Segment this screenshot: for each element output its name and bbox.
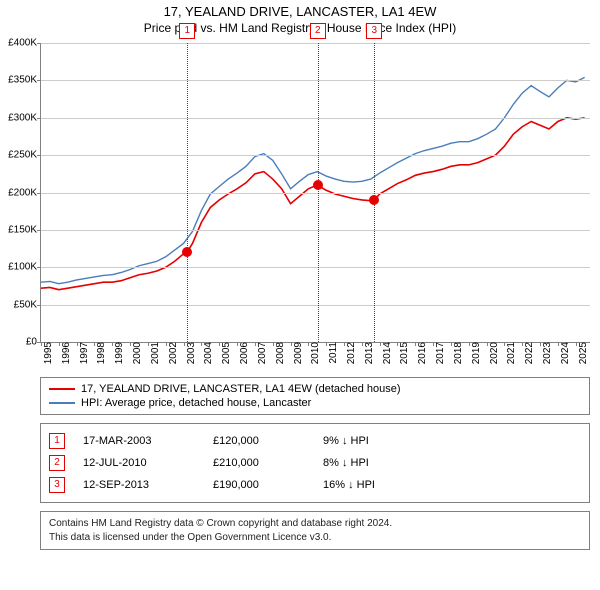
event-dot [182, 247, 192, 257]
gridline [41, 80, 590, 81]
x-axis-label: 2021 [504, 342, 517, 364]
legend-swatch [49, 402, 75, 404]
x-axis-label: 2020 [487, 342, 500, 364]
x-axis-label: 2024 [558, 342, 571, 364]
x-axis-label: 2023 [540, 342, 553, 364]
legend-item: HPI: Average price, detached house, Lanc… [49, 396, 581, 410]
x-axis-label: 2003 [184, 342, 197, 364]
x-axis-label: 2017 [433, 342, 446, 364]
x-axis-label: 2009 [291, 342, 304, 364]
page-title: 17, YEALAND DRIVE, LANCASTER, LA1 4EW [0, 4, 600, 19]
legend-item: 17, YEALAND DRIVE, LANCASTER, LA1 4EW (d… [49, 382, 581, 396]
event-diff: 9% ↓ HPI [323, 435, 369, 447]
y-axis-label: £50K [14, 299, 41, 310]
legend-swatch [49, 388, 75, 390]
x-axis-label: 2007 [255, 342, 268, 364]
x-axis-label: 2008 [273, 342, 286, 364]
event-price: £120,000 [213, 435, 323, 447]
y-axis-label: £0 [26, 337, 41, 348]
x-axis-label: 2005 [219, 342, 232, 364]
legend-label: 17, YEALAND DRIVE, LANCASTER, LA1 4EW (d… [81, 383, 401, 395]
attribution: Contains HM Land Registry data © Crown c… [40, 511, 590, 550]
event-price: £190,000 [213, 479, 323, 491]
event-row: 2 12-JUL-2010£210,0008% ↓ HPI [49, 452, 581, 474]
gridline [41, 305, 590, 306]
legend-label: HPI: Average price, detached house, Lanc… [81, 397, 311, 409]
x-axis-label: 2019 [469, 342, 482, 364]
series-line [41, 77, 585, 283]
event-badge: 2 [49, 455, 65, 471]
event-date: 17-MAR-2003 [83, 435, 213, 447]
event-diff: 8% ↓ HPI [323, 457, 369, 469]
x-axis-label: 2014 [380, 342, 393, 364]
events-table: 1 17-MAR-2003£120,0009% ↓ HPI 2 12-JUL-2010… [40, 423, 590, 503]
x-axis-label: 2010 [308, 342, 321, 364]
x-axis-label: 2011 [326, 342, 339, 364]
x-axis-label: 1997 [77, 342, 90, 364]
chart: £0£50K£100K£150K£200K£250K£300K£350K£400… [40, 43, 590, 373]
event-marker-badge: 2 [310, 23, 326, 39]
series-line [41, 118, 585, 290]
x-axis-label: 2004 [201, 342, 214, 364]
y-axis-label: £300K [8, 112, 41, 123]
event-line [374, 43, 375, 342]
page-subtitle: Price paid vs. HM Land Registry's House … [0, 21, 600, 35]
event-marker-badge: 1 [179, 23, 195, 39]
x-axis-label: 1995 [41, 342, 54, 364]
event-badge: 3 [49, 477, 65, 493]
x-axis-label: 2001 [148, 342, 161, 364]
x-axis-label: 1996 [59, 342, 72, 364]
gridline [41, 43, 590, 44]
x-axis-label: 2022 [522, 342, 535, 364]
gridline [41, 230, 590, 231]
x-axis-label: 2013 [362, 342, 375, 364]
event-line [318, 43, 319, 342]
y-axis-label: £100K [8, 262, 41, 273]
event-row: 3 12-SEP-2013£190,00016% ↓ HPI [49, 474, 581, 496]
event-diff: 16% ↓ HPI [323, 479, 375, 491]
gridline [41, 267, 590, 268]
gridline [41, 193, 590, 194]
x-axis-label: 2015 [397, 342, 410, 364]
y-axis-label: £400K [8, 38, 41, 49]
event-line [187, 43, 188, 342]
y-axis-label: £350K [8, 75, 41, 86]
x-axis-label: 2012 [344, 342, 357, 364]
x-axis-label: 2018 [451, 342, 464, 364]
y-axis-label: £150K [8, 224, 41, 235]
x-axis-label: 2025 [576, 342, 589, 364]
attribution-line: This data is licensed under the Open Gov… [49, 531, 581, 545]
x-axis-label: 2000 [130, 342, 143, 364]
event-date: 12-JUL-2010 [83, 457, 213, 469]
x-axis-label: 2016 [415, 342, 428, 364]
y-axis-label: £250K [8, 150, 41, 161]
attribution-line: Contains HM Land Registry data © Crown c… [49, 517, 581, 531]
gridline [41, 155, 590, 156]
x-axis-label: 2006 [237, 342, 250, 364]
event-marker-badge: 3 [366, 23, 382, 39]
event-price: £210,000 [213, 457, 323, 469]
y-axis-label: £200K [8, 187, 41, 198]
x-axis-label: 1998 [94, 342, 107, 364]
event-date: 12-SEP-2013 [83, 479, 213, 491]
x-axis-label: 1999 [112, 342, 125, 364]
gridline [41, 118, 590, 119]
event-badge: 1 [49, 433, 65, 449]
event-dot [369, 195, 379, 205]
event-row: 1 17-MAR-2003£120,0009% ↓ HPI [49, 430, 581, 452]
legend: 17, YEALAND DRIVE, LANCASTER, LA1 4EW (d… [40, 377, 590, 415]
event-dot [313, 180, 323, 190]
x-axis-label: 2002 [166, 342, 179, 364]
